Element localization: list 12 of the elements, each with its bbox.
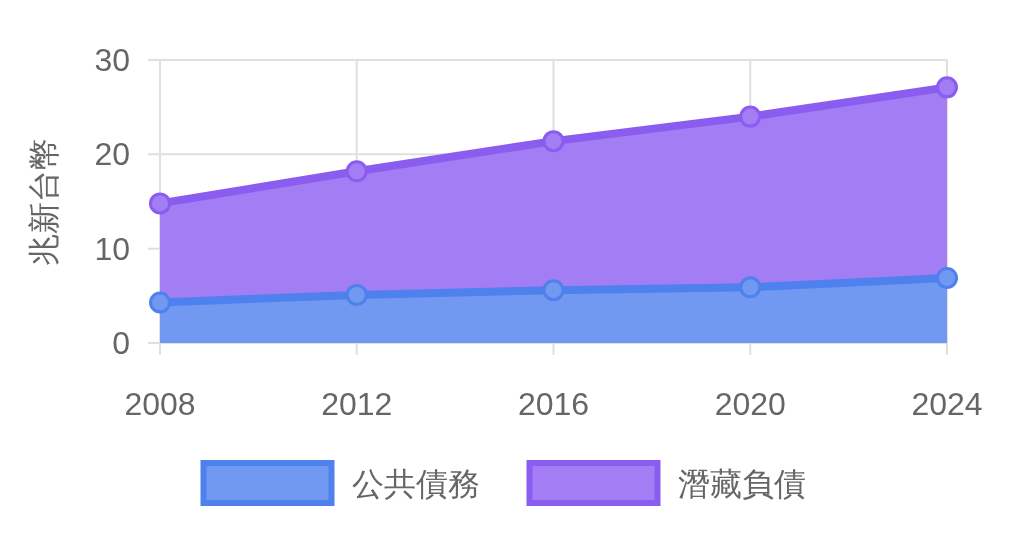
y-tick-label: 10 <box>94 230 130 267</box>
legend-label: 潛藏負債 <box>677 466 806 502</box>
x-tick-label: 2016 <box>517 386 590 422</box>
legend-label: 公共債務 <box>351 466 480 502</box>
x-tick-label: 2008 <box>124 386 196 422</box>
y-tick-label: 0 <box>112 325 130 361</box>
y-tick-label: 30 <box>94 42 130 78</box>
x-tick-label: 2020 <box>714 386 786 422</box>
x-tick-label: 2012 <box>321 386 393 422</box>
y-axis-title: 兆新台幣 <box>26 137 62 266</box>
x-tick-label: 2024 <box>911 386 983 422</box>
y-tick-label: 20 <box>94 136 130 173</box>
